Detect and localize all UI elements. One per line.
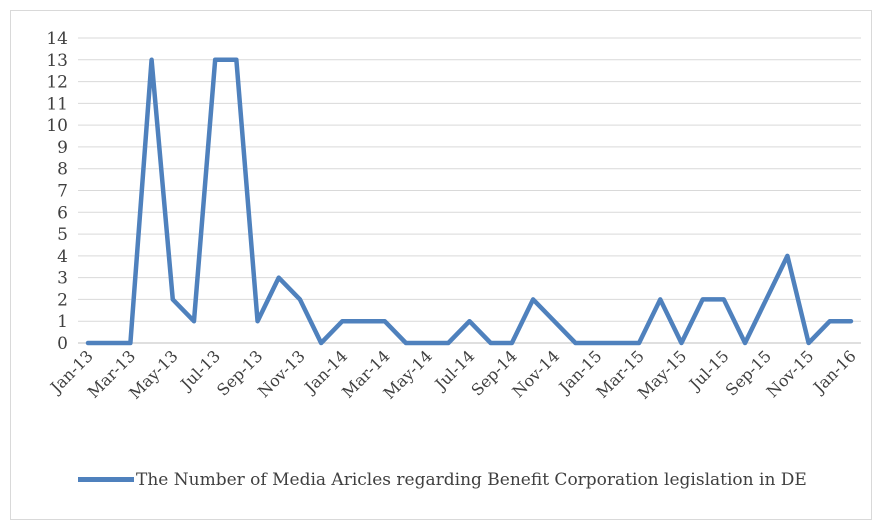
y-tick-label: 0 (57, 334, 68, 354)
y-tick-label: 5 (57, 225, 68, 245)
y-tick-label: 2 (57, 290, 68, 310)
y-tick-label: 13 (46, 51, 68, 71)
y-tick-label: 9 (57, 138, 68, 158)
x-tick-label: Nov-13 (254, 346, 309, 401)
legend-swatch (78, 477, 134, 482)
y-tick-label: 3 (57, 269, 68, 289)
y-tick-label: 8 (57, 160, 68, 180)
y-tick-label: 4 (57, 247, 68, 267)
y-tick-label: 10 (46, 116, 68, 136)
y-tick-label: 7 (57, 182, 68, 202)
x-tick-label: Jan-16 (808, 346, 860, 398)
x-tick-label: Nov-15 (763, 346, 818, 401)
series-line (85, 57, 854, 346)
y-tick-label: 14 (46, 29, 68, 49)
chart-frame: 0 1 2 3 4 5 6 7 8 9 10 11 12 13 14 Jan-13 Mar-13 May-13 J… (10, 10, 872, 520)
y-tick-label: 12 (46, 73, 68, 93)
y-tick-label: 1 (57, 312, 68, 332)
legend-label: The Number of Media Aricles regarding Be… (136, 470, 807, 490)
y-tick-label: 11 (46, 94, 68, 114)
series-lines (85, 57, 854, 346)
y-tick-label: 6 (57, 203, 68, 223)
x-tick-label: Nov-14 (508, 346, 563, 401)
x-axis-ticks: Jan-13Mar-13May-13Jul-13Sep-13Nov-13Jan-… (45, 346, 860, 402)
